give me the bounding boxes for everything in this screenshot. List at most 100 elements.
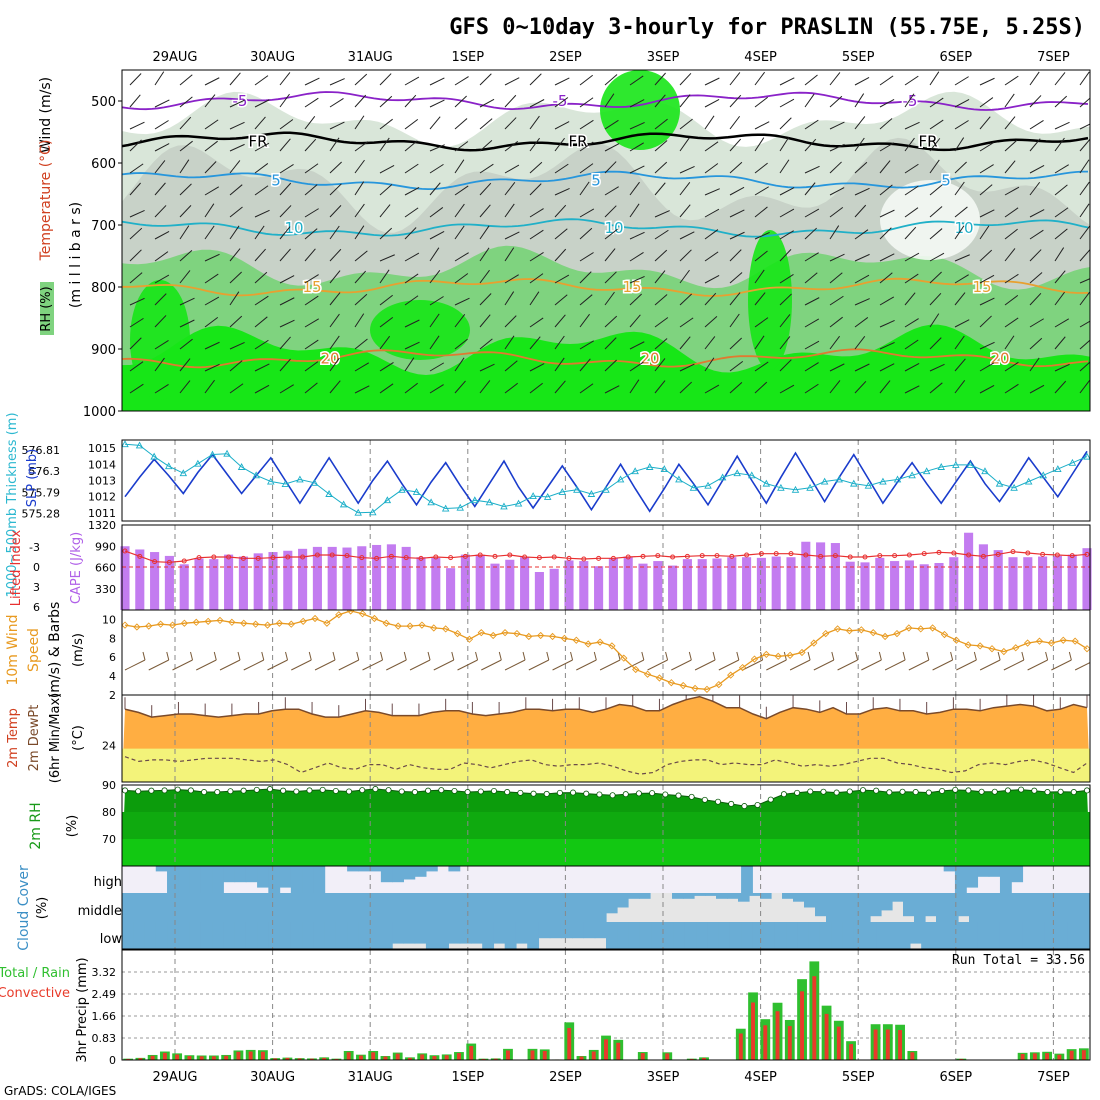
wind-barb [154, 293, 167, 306]
wind-barb [879, 253, 895, 262]
cloud-low-bar [876, 922, 888, 949]
wind-barb [579, 163, 594, 174]
temperature-frame [121, 694, 1091, 783]
wind-barb [404, 382, 418, 394]
cape-bar [549, 568, 559, 610]
wind-barb [529, 183, 542, 196]
cloud-middle-bar [804, 893, 816, 908]
cape-bar [312, 546, 322, 610]
date-tick-label: 31AUG [348, 50, 393, 65]
lifted-index-marker [566, 555, 572, 561]
date-tick-label: 30AUG [250, 1070, 295, 1085]
wind-barb [479, 247, 490, 262]
wind-barb [154, 71, 165, 86]
slp-tick-label: 1014 [88, 458, 116, 471]
cloud-low-bar [954, 922, 967, 949]
precip-convective-bar [1045, 1053, 1050, 1060]
rh2m-marker [965, 787, 972, 794]
thickness-marker [645, 463, 654, 470]
cloud-low-bar [707, 922, 720, 949]
wind-barb [454, 338, 468, 350]
wind-barb [379, 335, 391, 350]
wind-barb [504, 140, 519, 152]
lifted-index-marker [551, 554, 557, 560]
cloud-middle-bar [298, 893, 310, 922]
wind-barb [204, 273, 219, 284]
precip-convective-bar [689, 1058, 694, 1060]
wind-speed-marker [228, 618, 236, 626]
wind-barb [129, 94, 141, 108]
wind-speed-marker [240, 619, 248, 627]
li-tick-label: 0 [33, 561, 40, 574]
cape-bar [594, 566, 604, 610]
wind-barb [479, 98, 495, 108]
rh2m-marker [939, 787, 946, 794]
wind-barb-feather [665, 651, 669, 661]
wind-barb [179, 205, 192, 218]
cape-bar [431, 557, 441, 610]
precip-convective-bar [187, 1056, 192, 1060]
wind-speed-marker [738, 663, 747, 672]
cloud-low-bar [808, 922, 821, 949]
precip-rain-legend: Total / Rain [0, 966, 70, 981]
wind-barb [129, 73, 142, 86]
cape-tick-label: 660 [95, 562, 116, 575]
wind-barb [954, 161, 967, 174]
wind-speed-marker [489, 631, 497, 640]
thickness-marker [631, 467, 639, 475]
isotherm-label: 5 [591, 171, 601, 189]
cape-bar [164, 555, 174, 610]
cloud-high-bar [302, 866, 314, 893]
date-tick-label: 29AUG [152, 50, 197, 65]
wind-barb [454, 297, 470, 306]
thickness-marker [412, 487, 421, 495]
wind-barb-feather [498, 651, 502, 661]
wind-speed-marker [822, 629, 830, 638]
upper-air-frame [121, 69, 1091, 412]
rh2m-marker [122, 787, 129, 794]
wind-barb [679, 204, 691, 218]
cloud-middle-bar [188, 893, 200, 922]
isotherm-label: 20 [640, 349, 659, 367]
cape-bar [756, 557, 766, 610]
cloud-middle-bar [331, 893, 343, 922]
wind-barb [704, 115, 715, 130]
thickness-marker [733, 469, 741, 477]
wind-barb-feather [688, 651, 692, 661]
rh2m-marker [649, 790, 656, 797]
wind-barb [954, 137, 965, 152]
date-tick-label: 3SEP [647, 1070, 680, 1085]
lifted-index-marker [1010, 549, 1016, 555]
wind-barb [629, 165, 645, 174]
cape-bar [179, 564, 189, 610]
wind-axis-label: Wind (m/s) [38, 77, 54, 153]
wind-barb-feather [166, 651, 170, 661]
precip-convective-bar [506, 1050, 510, 1060]
rh2m-marker [504, 789, 511, 796]
precip-convective-bar [444, 1055, 449, 1060]
wind-barb [329, 225, 340, 240]
cloud-low-bar [493, 922, 506, 944]
wind-barb [314, 659, 336, 671]
rh2m-marker [899, 788, 906, 795]
wind-barb [254, 271, 268, 284]
cape-bar [1052, 555, 1062, 610]
cloud-middle-bar [210, 893, 222, 922]
lifted-index-marker [995, 551, 1001, 557]
wind-speed-marker [940, 630, 949, 639]
precip-convective-bar [898, 1030, 903, 1060]
thickness-marker [835, 475, 843, 483]
thickness-marker [500, 502, 508, 510]
cloud-low-bar [335, 922, 348, 949]
wind-barb [576, 659, 597, 671]
wind-barb [554, 163, 569, 174]
wind-barb [179, 297, 195, 306]
wind-barb [754, 292, 766, 306]
precip-convective-bar [457, 1053, 461, 1060]
cloud-middle-bar [573, 893, 585, 922]
cloud-low-bar [673, 922, 686, 949]
lifted-index-marker [536, 555, 542, 561]
lifted-index-marker [226, 554, 232, 560]
wind-barb [409, 659, 431, 671]
cloud-high-bar [290, 866, 303, 893]
